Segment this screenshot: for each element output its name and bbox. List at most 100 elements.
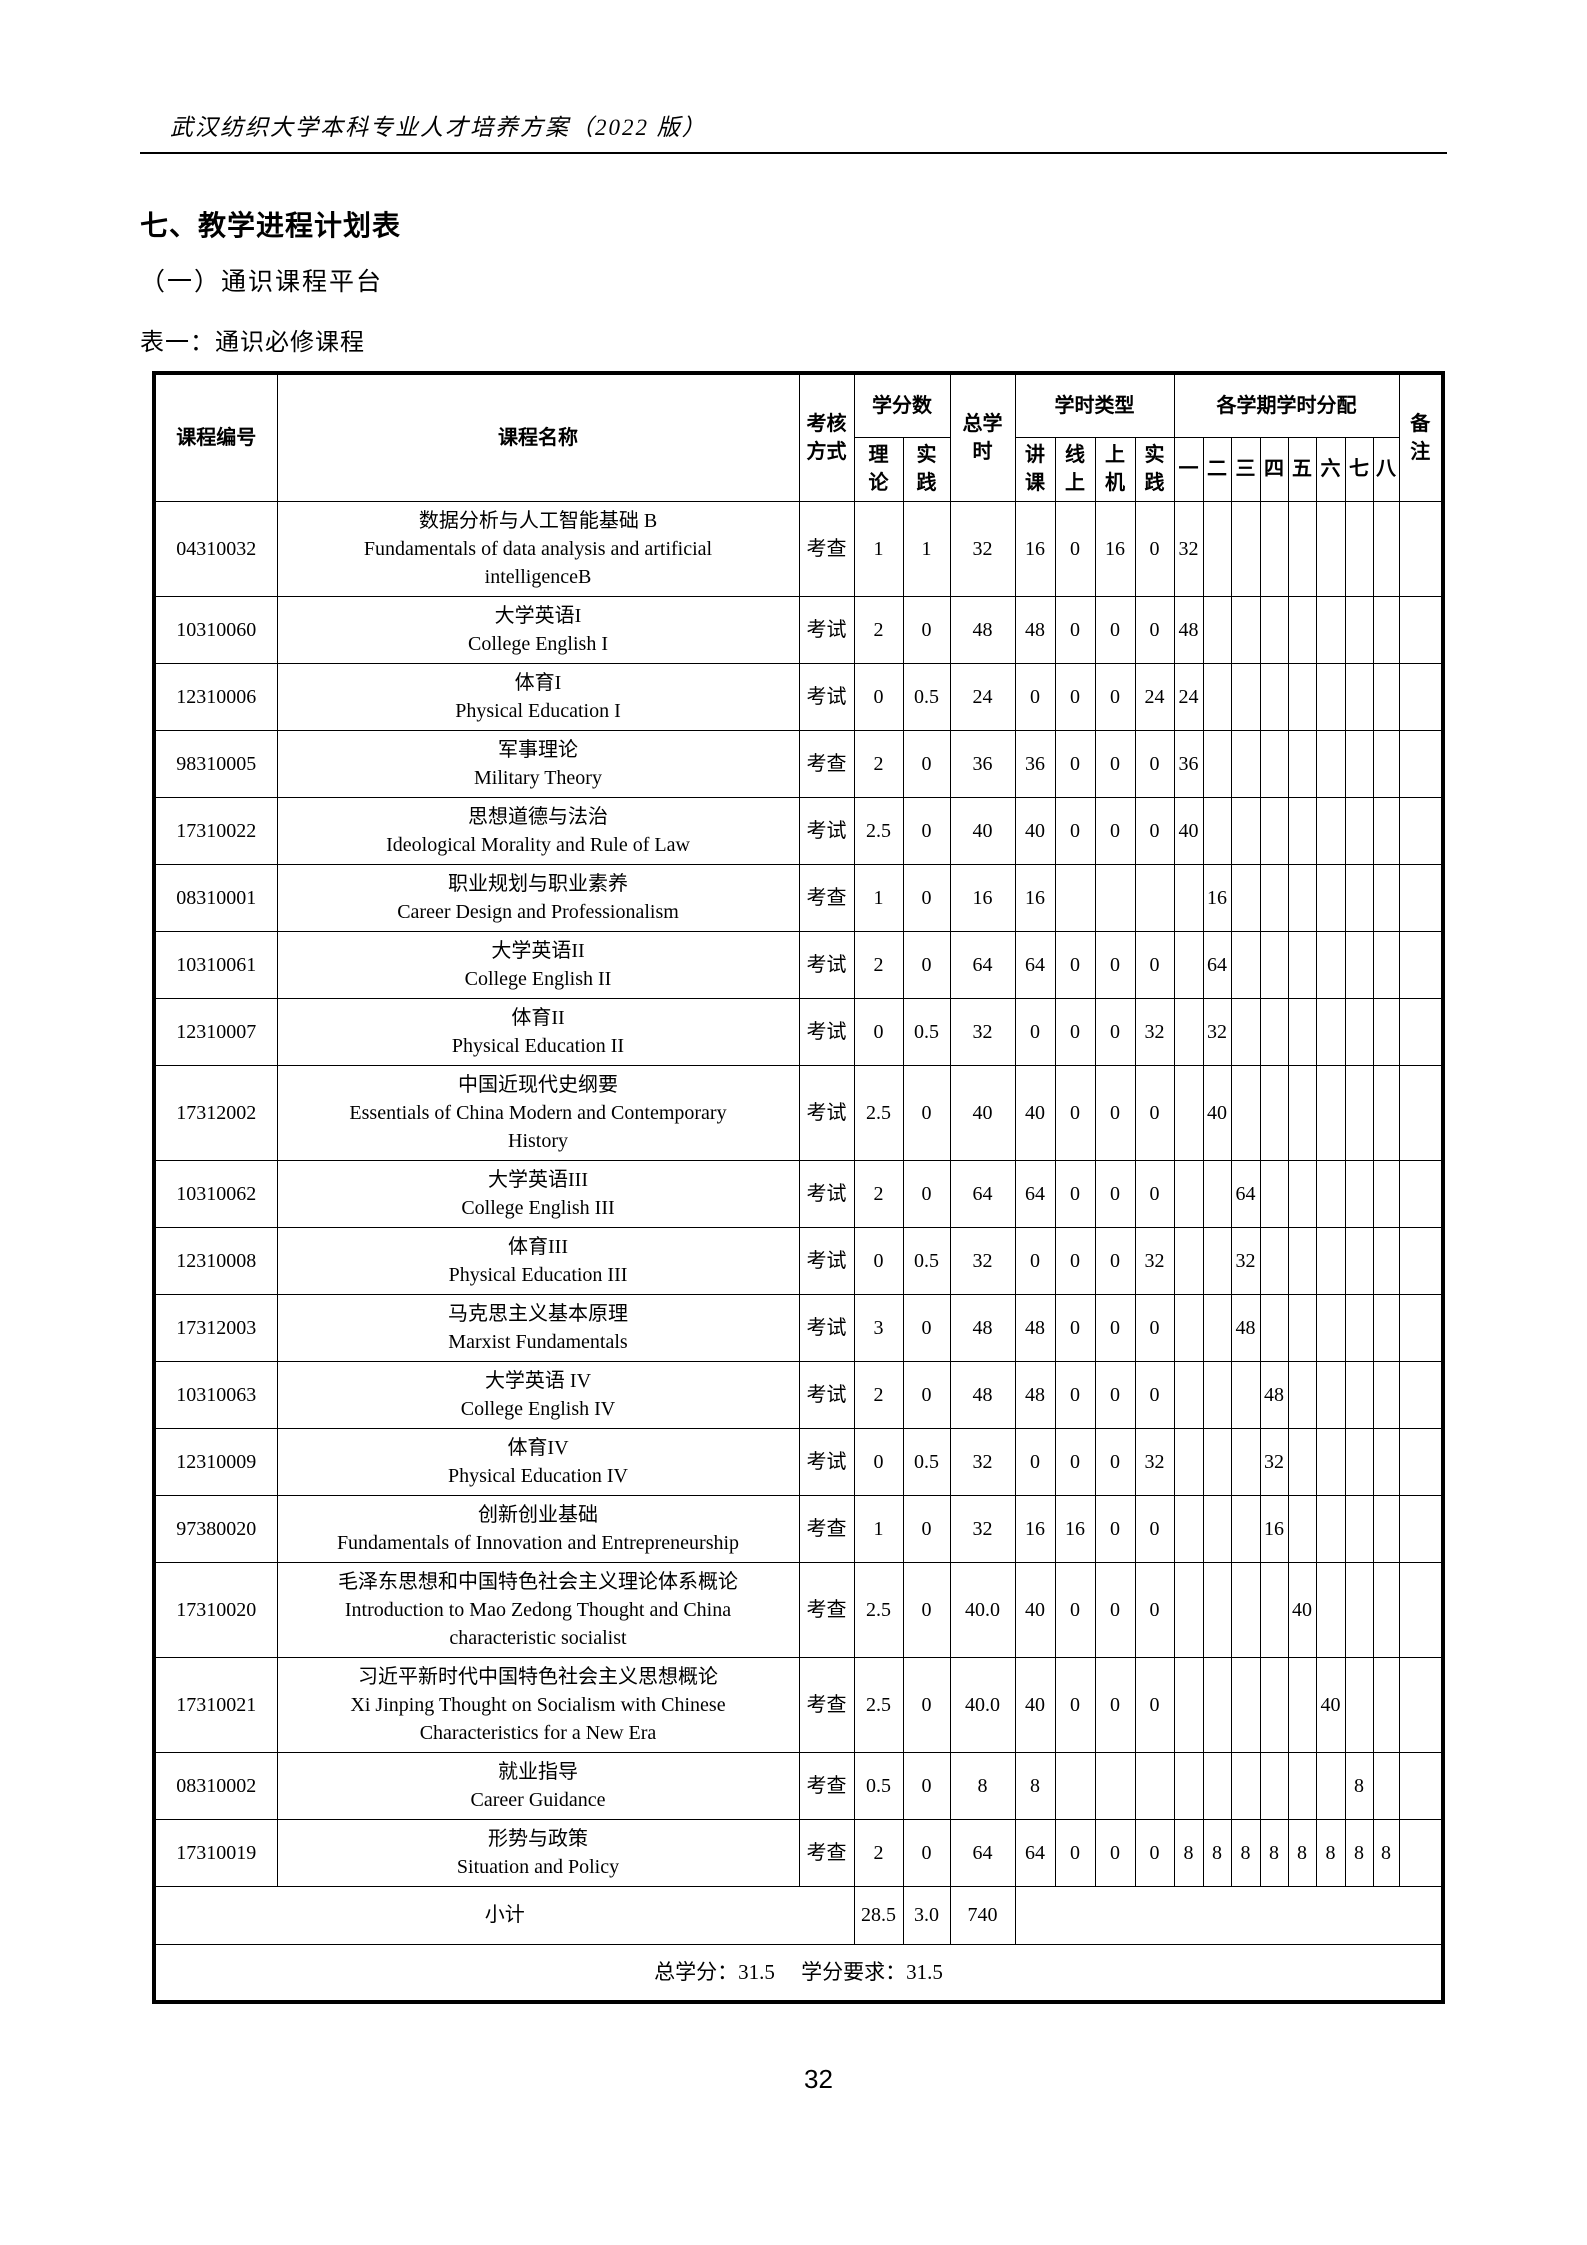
semester-5-hours-cell bbox=[1287, 662, 1317, 731]
semester-7-hours-cell: 8 bbox=[1344, 1818, 1374, 1887]
assessment-cell: 考试 bbox=[798, 662, 855, 731]
col-header-semester-8: 八 bbox=[1372, 436, 1400, 502]
credit-practice-cell: 0 bbox=[902, 796, 951, 865]
practice-hours-cell: 0 bbox=[1134, 500, 1175, 597]
practice-hours-cell: 0 bbox=[1134, 1561, 1175, 1658]
semester-6-hours-cell bbox=[1315, 662, 1346, 731]
semester-2-hours-cell bbox=[1202, 1656, 1232, 1753]
semester-7-hours-cell bbox=[1344, 1226, 1374, 1295]
col-header-credit-practice: 实 践 bbox=[902, 436, 951, 502]
computer-hours-cell: 0 bbox=[1094, 1226, 1136, 1295]
semester-3-hours-cell bbox=[1230, 595, 1261, 664]
practice-hours-cell bbox=[1134, 1751, 1175, 1820]
credit-theory-cell: 2 bbox=[853, 930, 904, 999]
course-row: 12310008 体育III Physical Education III 考试 0 0.… bbox=[153, 1226, 1444, 1295]
course-row: 17310021 习近平新时代中国特色社会主义思想概论 Xi Jinping Tho… bbox=[153, 1656, 1444, 1753]
course-name-zh: 大学英语 IV bbox=[484, 1369, 592, 1392]
assessment-cell: 考试 bbox=[798, 595, 855, 664]
assessment-cell: 考试 bbox=[798, 1427, 855, 1496]
assessment-cell: 考试 bbox=[798, 796, 855, 865]
col-header-semester-2: 二 bbox=[1202, 436, 1232, 502]
computer-hours-cell: 0 bbox=[1094, 1494, 1136, 1563]
course-name-cell: 创新创业基础 Fundamentals of Innovation and Ent… bbox=[276, 1494, 800, 1563]
semester-2-hours-cell bbox=[1202, 1494, 1232, 1563]
curriculum-table: 课程编号 课程名称 考核 方式 学分数 总学 时 学时类型 各学期学时分配 备 … bbox=[152, 371, 1445, 2004]
course-row: 10310061 大学英语II College English II 考试 2 0 64 64… bbox=[153, 930, 1444, 999]
semester-4-hours-cell bbox=[1259, 1561, 1289, 1658]
computer-hours-cell: 0 bbox=[1094, 1818, 1136, 1887]
semester-6-hours-cell bbox=[1315, 1360, 1346, 1429]
course-code-cell: 08310002 bbox=[153, 1751, 278, 1820]
credit-theory-cell: 1 bbox=[853, 1494, 904, 1563]
total-hours-cell: 48 bbox=[949, 1360, 1016, 1429]
computer-hours-cell: 16 bbox=[1094, 500, 1136, 597]
credit-theory-cell: 0 bbox=[853, 662, 904, 731]
computer-hours-cell: 0 bbox=[1094, 729, 1136, 798]
course-code-cell: 12310007 bbox=[153, 997, 278, 1066]
semester-3-hours-cell: 32 bbox=[1230, 1226, 1261, 1295]
credit-practice-cell: 0 bbox=[902, 1360, 951, 1429]
course-name-zh: 形势与政策 bbox=[488, 1827, 588, 1850]
course-row: 12310009 体育IV Physical Education IV 考试 0 0.5 3… bbox=[153, 1427, 1444, 1496]
lecture-hours-cell: 40 bbox=[1014, 1561, 1056, 1658]
computer-hours-cell: 0 bbox=[1094, 1561, 1136, 1658]
semester-6-hours-cell: 8 bbox=[1315, 1818, 1346, 1887]
remark-cell bbox=[1398, 1159, 1444, 1228]
credit-practice-cell: 0 bbox=[902, 1751, 951, 1820]
semester-2-hours-cell bbox=[1202, 500, 1232, 597]
section-title: 七、教学进程计划表 bbox=[140, 210, 402, 241]
course-name-zh: 习近平新时代中国特色社会主义思想概论 bbox=[358, 1665, 718, 1688]
course-name-cell: 形势与政策 Situation and Policy bbox=[276, 1818, 800, 1887]
semester-4-hours-cell: 8 bbox=[1259, 1818, 1289, 1887]
semester-1-hours-cell: 48 bbox=[1173, 595, 1204, 664]
semester-4-hours-cell bbox=[1259, 997, 1289, 1066]
table-header-row-2: 理 论 实 践 讲 课 线 上 上 机 实 践 一 二 三 四 五 六 七 八 bbox=[154, 436, 1443, 502]
semester-5-hours-cell bbox=[1287, 1360, 1317, 1429]
practice-hours-cell: 32 bbox=[1134, 997, 1175, 1066]
credit-theory-cell: 0 bbox=[853, 1226, 904, 1295]
remark-cell bbox=[1398, 1226, 1444, 1295]
semester-8-hours-cell bbox=[1372, 930, 1400, 999]
remark-cell bbox=[1398, 1561, 1444, 1658]
total-hours-cell: 40 bbox=[949, 1064, 1016, 1161]
total-hours-cell: 64 bbox=[949, 1818, 1016, 1887]
course-name-zh: 大学英语II bbox=[491, 939, 585, 962]
course-name-en: Career Guidance bbox=[470, 1788, 606, 1811]
course-code-cell: 17310021 bbox=[153, 1656, 278, 1753]
semester-8-hours-cell bbox=[1372, 1159, 1400, 1228]
assessment-cell: 考查 bbox=[798, 1494, 855, 1563]
course-row: 17312002 中国近现代史纲要 Essentials of China Mode… bbox=[153, 1064, 1444, 1161]
assessment-cell: 考查 bbox=[798, 1751, 855, 1820]
semester-2-hours-cell: 32 bbox=[1202, 997, 1232, 1066]
subtotal-total-hours: 740 bbox=[949, 1885, 1016, 1945]
semester-1-hours-cell: 40 bbox=[1173, 796, 1204, 865]
semester-2-hours-cell: 64 bbox=[1202, 930, 1232, 999]
computer-hours-cell: 0 bbox=[1094, 1427, 1136, 1496]
semester-5-hours-cell bbox=[1287, 1656, 1317, 1753]
credit-practice-cell: 0 bbox=[902, 1494, 951, 1563]
online-hours-cell: 0 bbox=[1054, 930, 1096, 999]
semester-2-hours-cell bbox=[1202, 1226, 1232, 1295]
semester-2-hours-cell bbox=[1202, 796, 1232, 865]
col-header-semester-1: 一 bbox=[1173, 436, 1204, 502]
remark-cell bbox=[1398, 1293, 1444, 1362]
remark-cell bbox=[1398, 1656, 1444, 1753]
course-code-cell: 10310061 bbox=[153, 930, 278, 999]
semester-5-hours-cell bbox=[1287, 1494, 1317, 1563]
online-hours-cell: 0 bbox=[1054, 500, 1096, 597]
semester-5-hours-cell bbox=[1287, 595, 1317, 664]
credit-theory-cell: 2.5 bbox=[853, 796, 904, 865]
semester-8-hours-cell bbox=[1372, 796, 1400, 865]
credit-theory-cell: 2 bbox=[853, 595, 904, 664]
online-hours-cell: 0 bbox=[1054, 1656, 1096, 1753]
online-hours-cell: 0 bbox=[1054, 1561, 1096, 1658]
semester-5-hours-cell bbox=[1287, 997, 1317, 1066]
course-name-zh: 大学英语III bbox=[488, 1168, 588, 1191]
practice-hours-cell bbox=[1134, 863, 1175, 932]
semester-1-hours-cell bbox=[1173, 1751, 1204, 1820]
semester-4-hours-cell bbox=[1259, 930, 1289, 999]
semester-3-hours-cell bbox=[1230, 930, 1261, 999]
semester-3-hours-cell bbox=[1230, 1427, 1261, 1496]
course-name-en: Ideological Morality and Rule of Law bbox=[386, 833, 690, 856]
lecture-hours-cell: 16 bbox=[1014, 500, 1056, 597]
